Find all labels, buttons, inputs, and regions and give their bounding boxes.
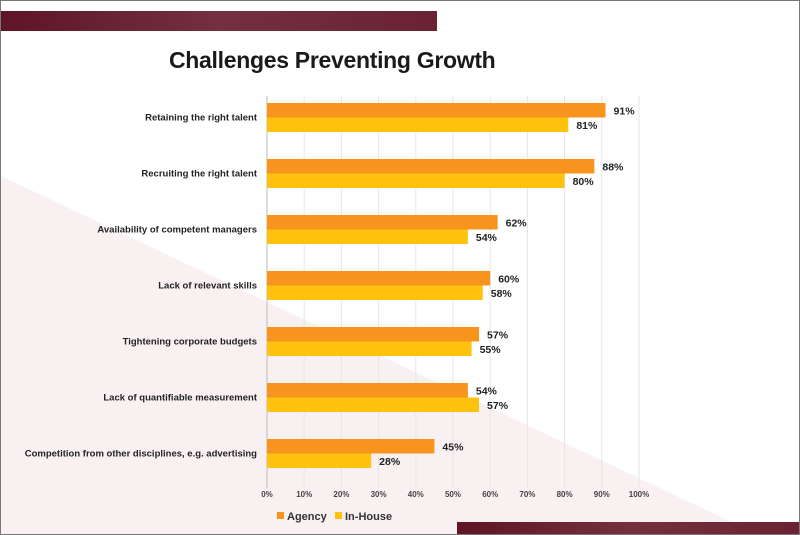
- bar-agency: [267, 327, 480, 342]
- legend-label: Agency: [287, 511, 328, 523]
- legend-swatch-in-house: [335, 512, 342, 519]
- chart-title: Challenges Preventing Growth: [169, 47, 496, 73]
- x-tick-label: 70%: [519, 490, 535, 499]
- bar-agency: [267, 159, 595, 174]
- category-label: Competition from other disciplines, e.g.…: [25, 449, 257, 460]
- x-tick-label: 100%: [629, 490, 649, 499]
- data-label: 91%: [614, 106, 636, 118]
- x-tick-label: 20%: [333, 490, 349, 499]
- x-tick-label: 50%: [445, 490, 461, 499]
- header-band: [1, 11, 437, 31]
- data-label: 81%: [576, 120, 598, 132]
- data-label: 80%: [573, 176, 595, 188]
- data-label: 55%: [480, 344, 502, 356]
- bar-in-house: [267, 453, 372, 468]
- footer-band: [457, 522, 799, 534]
- bar-agency: [267, 383, 468, 398]
- data-label: 88%: [602, 162, 624, 174]
- category-label: Availability of competent managers: [97, 225, 257, 236]
- bar-in-house: [267, 285, 483, 300]
- category-label: Tightening corporate budgets: [123, 337, 257, 348]
- data-label: 54%: [476, 232, 498, 244]
- data-label: 62%: [506, 218, 528, 230]
- x-tick-label: 30%: [371, 490, 387, 499]
- category-label: Lack of quantifiable measurement: [103, 393, 257, 404]
- bar-agency: [267, 271, 491, 286]
- data-label: 57%: [487, 400, 509, 412]
- x-tick-label: 0%: [261, 490, 273, 499]
- data-label: 54%: [476, 386, 498, 398]
- bar-in-house: [267, 173, 565, 188]
- legend-swatch-agency: [277, 512, 284, 519]
- bar-agency: [267, 103, 606, 118]
- data-label: 45%: [442, 442, 464, 454]
- category-label: Recruiting the right talent: [141, 169, 257, 180]
- data-label: 57%: [487, 330, 509, 342]
- x-tick-label: 90%: [594, 490, 610, 499]
- data-label: 28%: [379, 456, 401, 468]
- x-tick-label: 40%: [408, 490, 424, 499]
- x-tick-label: 60%: [482, 490, 498, 499]
- x-tick-label: 80%: [557, 490, 573, 499]
- bar-in-house: [267, 229, 468, 244]
- x-tick-label: 10%: [296, 490, 312, 499]
- data-label: 60%: [498, 274, 520, 286]
- bar-in-house: [267, 117, 569, 132]
- bar-in-house: [267, 397, 480, 412]
- bar-in-house: [267, 341, 472, 356]
- bar-agency: [267, 439, 435, 454]
- legend-label: In-House: [345, 511, 392, 523]
- category-label: Lack of relevant skills: [158, 281, 257, 292]
- category-label: Retaining the right talent: [145, 113, 258, 124]
- bar-agency: [267, 215, 498, 230]
- data-label: 58%: [491, 288, 513, 300]
